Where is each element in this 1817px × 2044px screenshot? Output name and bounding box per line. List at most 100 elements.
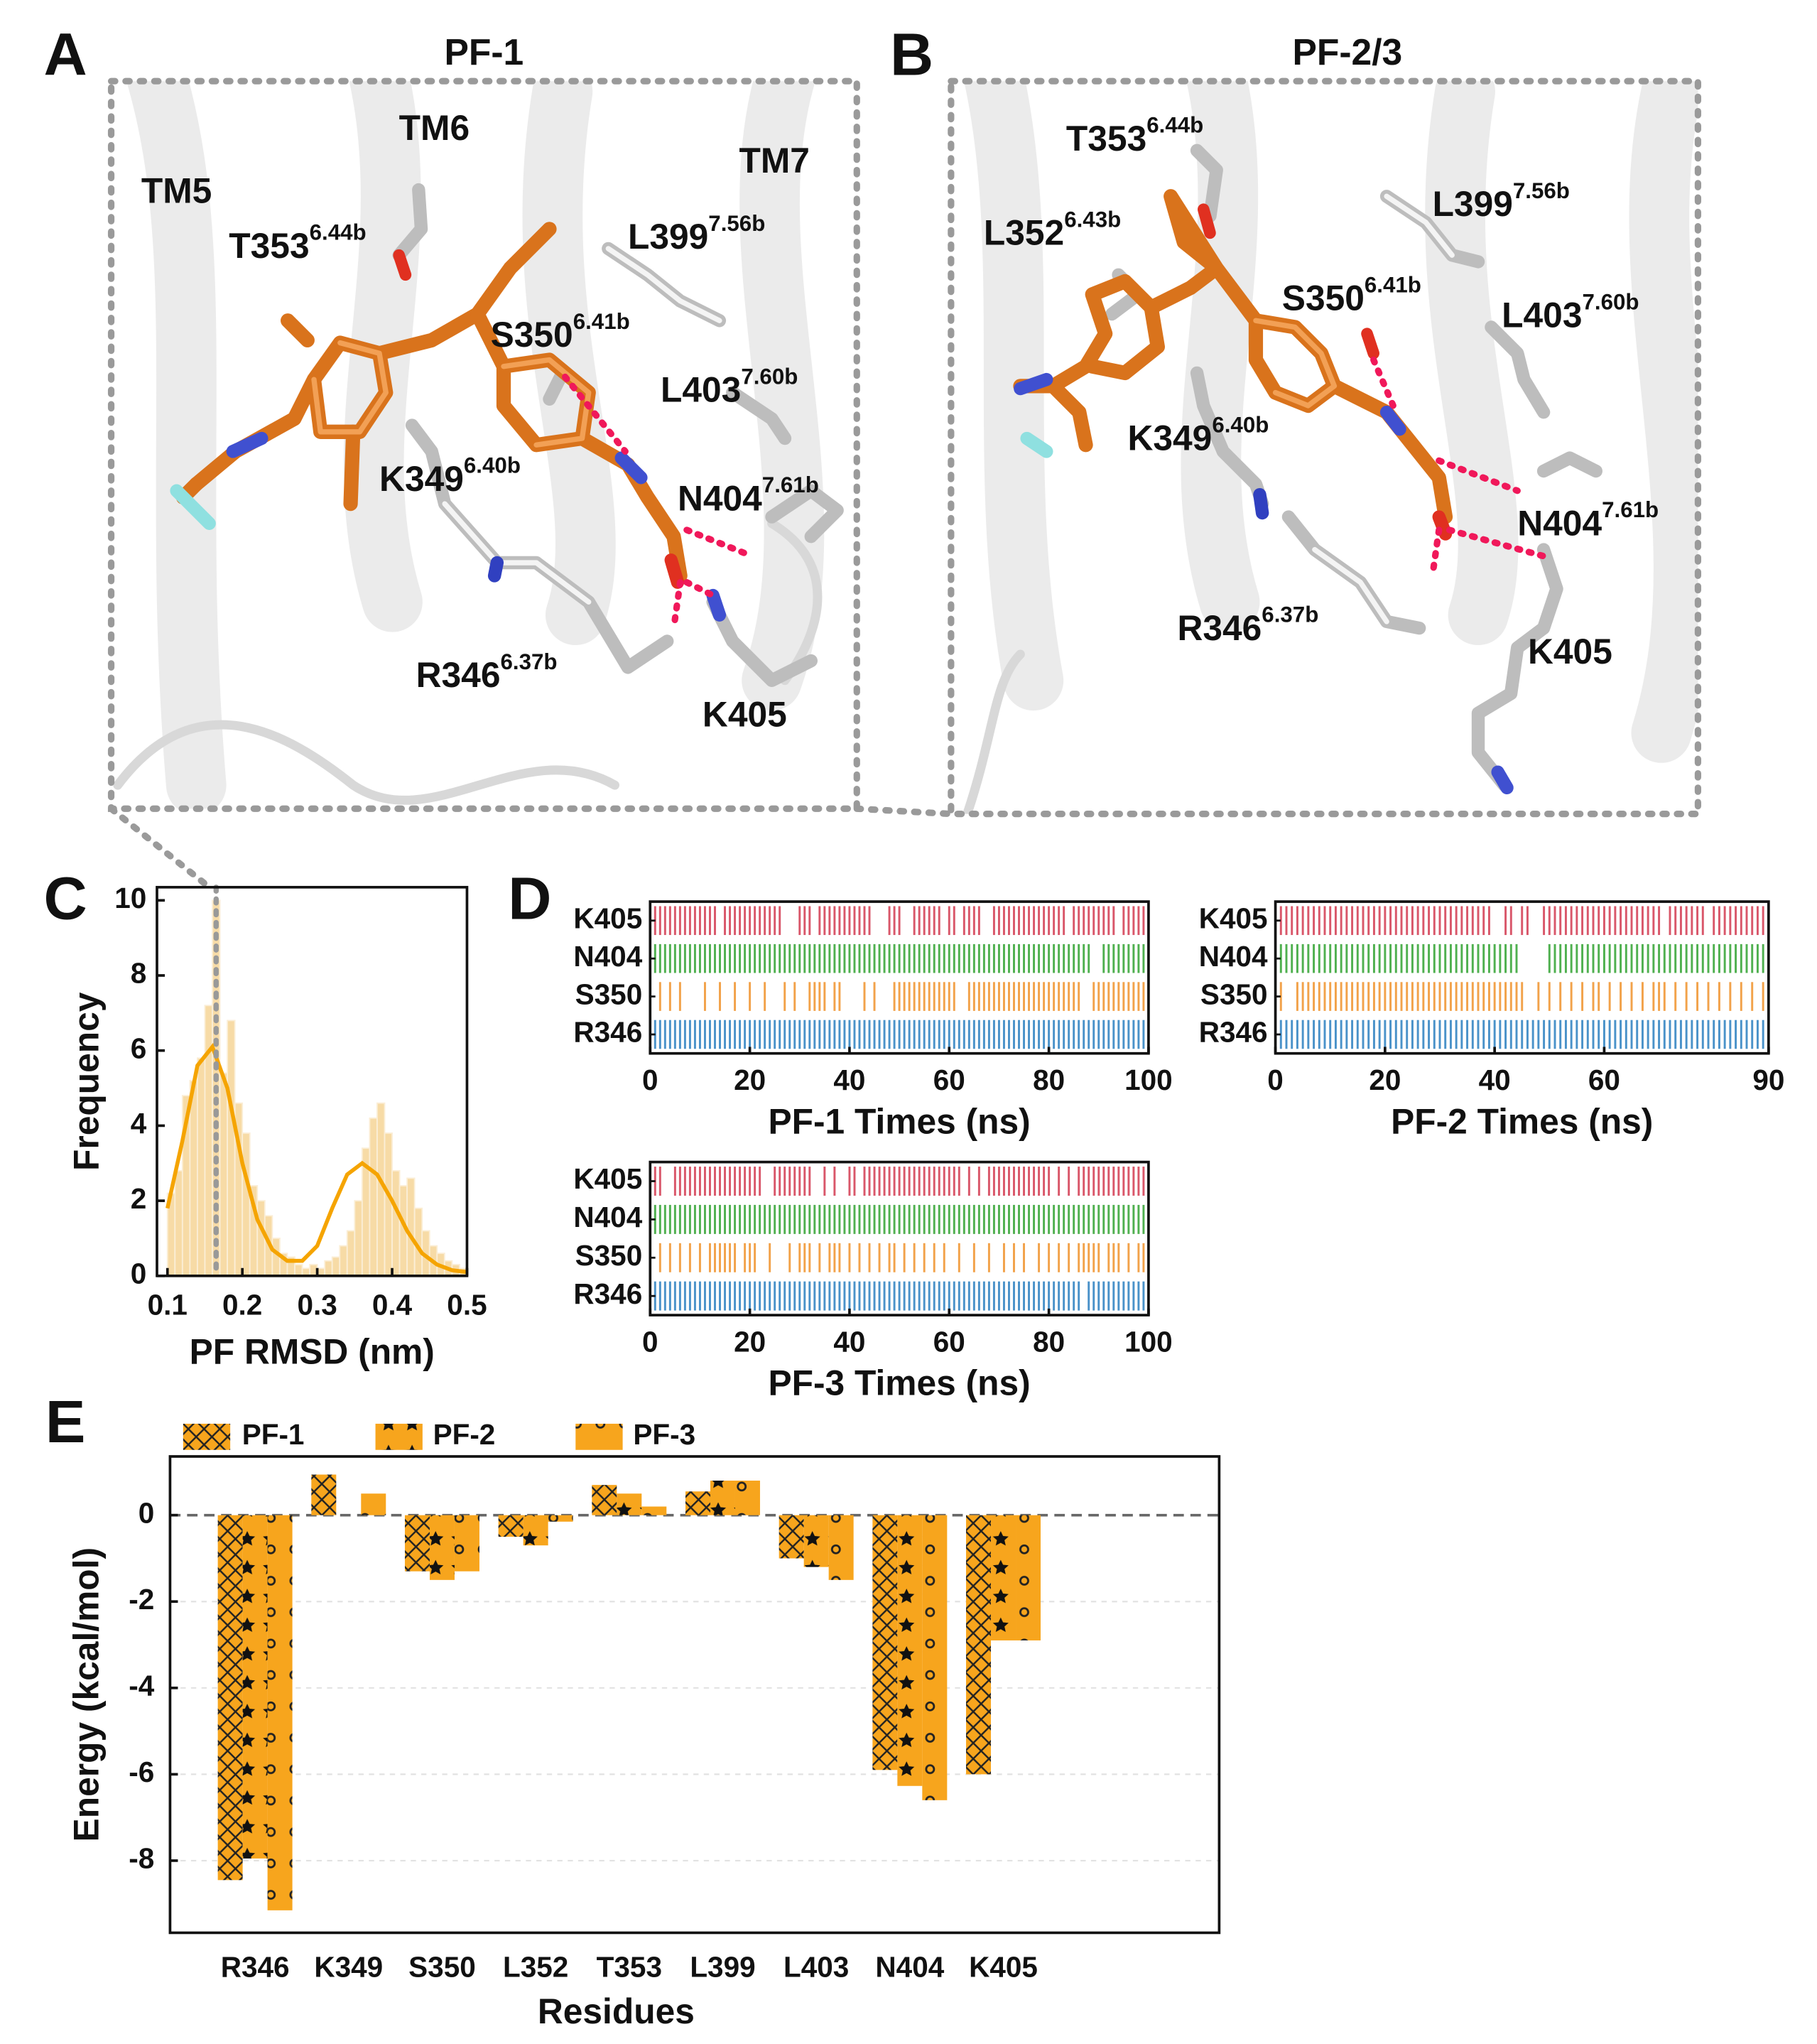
- y-tick-label: -2: [129, 1583, 154, 1616]
- residue-label: L4037.60b: [1502, 290, 1639, 335]
- bar: [685, 1491, 710, 1515]
- legend-swatch: [575, 1423, 623, 1450]
- x-tick-label: 80: [1033, 1064, 1065, 1096]
- residue-label: T3536.44b: [1066, 113, 1203, 158]
- x-tick-label: 20: [1369, 1064, 1401, 1096]
- bar: [523, 1515, 548, 1546]
- plot-frame: [156, 885, 469, 1277]
- residue-name: TM7: [739, 141, 810, 180]
- structure-b: [963, 81, 1698, 814]
- x-tick-label: 0: [642, 1325, 658, 1358]
- plot-frame: [649, 1160, 1150, 1316]
- x-tick-label: 100: [1124, 1064, 1173, 1096]
- kde-line: [166, 1042, 467, 1275]
- residue-name: R346: [416, 655, 501, 695]
- plot-frame: [168, 1455, 1221, 1935]
- residue-name: L399: [1433, 184, 1513, 224]
- residue-superscript: 7.56b: [1513, 178, 1570, 203]
- bar: [617, 1493, 642, 1515]
- residue-name: TM5: [141, 171, 212, 211]
- row-label: S350: [1200, 978, 1268, 1010]
- row-label: K405: [573, 1162, 642, 1195]
- residue-label: L4037.60b: [661, 364, 798, 410]
- y-tick-label: -6: [129, 1756, 154, 1788]
- histogram-bar: [331, 1256, 341, 1277]
- y-tick-label: -8: [129, 1842, 154, 1875]
- bar: [592, 1485, 617, 1515]
- x-axis-title: PF-1 Times (ns): [768, 1101, 1030, 1141]
- bar: [242, 1515, 268, 1859]
- structure-a: [113, 81, 844, 809]
- histogram-bar: [189, 1080, 198, 1277]
- zoom-box: [107, 77, 860, 812]
- panel-letter: C: [43, 864, 87, 931]
- panel-letter: B: [890, 20, 933, 87]
- legend-swatch: [375, 1423, 423, 1450]
- residue-name: T353: [229, 226, 309, 266]
- bar: [404, 1515, 430, 1572]
- residue-label: R3466.37b: [416, 649, 558, 695]
- histogram-bar: [271, 1238, 281, 1277]
- row-label: R346: [573, 1277, 642, 1310]
- residue-label: S3506.41b: [1282, 273, 1421, 318]
- x-tick-label: R346: [221, 1951, 290, 1984]
- x-tick-label: 100: [1124, 1325, 1173, 1358]
- histogram-bar: [339, 1245, 348, 1277]
- y-tick-label: 8: [131, 957, 147, 990]
- histogram-bar: [391, 1169, 401, 1277]
- x-axis-title: PF-2 Times (ns): [1391, 1101, 1653, 1141]
- residue-name: L403: [661, 370, 741, 410]
- x-tick-label: K349: [314, 1951, 383, 1984]
- x-tick-label: 40: [833, 1064, 865, 1096]
- bar: [803, 1515, 829, 1567]
- row-label: R346: [1199, 1016, 1268, 1049]
- legend-label: PF-1: [242, 1418, 305, 1451]
- bar: [429, 1515, 455, 1580]
- x-tick-label: 20: [734, 1325, 766, 1358]
- bar: [267, 1515, 293, 1910]
- bar: [710, 1481, 735, 1515]
- residue-label: R3466.37b: [1177, 602, 1318, 648]
- residue-superscript: 7.61b: [1602, 497, 1659, 522]
- bar: [966, 1515, 992, 1775]
- residue-label: TM6: [399, 108, 470, 148]
- row-label: N404: [1199, 940, 1268, 973]
- residue-label: N4047.61b: [1517, 497, 1659, 543]
- x-tick-label: L399: [690, 1951, 755, 1984]
- residue-superscript: 6.40b: [464, 453, 521, 478]
- x-tick-label: 0: [1267, 1064, 1284, 1096]
- x-tick-label: 0: [642, 1064, 658, 1096]
- zoom-box: [948, 77, 1702, 818]
- bar: [498, 1515, 524, 1537]
- panel-letter: E: [45, 1388, 86, 1455]
- y-tick-label: 0: [139, 1496, 155, 1529]
- x-tick-label: 0.2: [222, 1289, 262, 1321]
- legend-label: PF-3: [633, 1418, 695, 1451]
- residue-superscript: 6.43b: [1064, 207, 1121, 232]
- residue-name: K405: [703, 694, 787, 734]
- bar: [897, 1515, 923, 1786]
- residue-name: TM6: [399, 108, 470, 148]
- histogram-bar: [406, 1177, 416, 1277]
- histogram-bar: [197, 1057, 206, 1277]
- x-tick-label: 20: [734, 1064, 766, 1096]
- bar: [991, 1515, 1016, 1640]
- x-tick-label: 40: [1479, 1064, 1511, 1096]
- residue-name: L399: [628, 217, 708, 256]
- panel-letter: A: [43, 20, 87, 87]
- x-axis-title: PF RMSD (nm): [190, 1331, 435, 1371]
- residue-label: L3997.56b: [628, 211, 765, 256]
- residue-name: K349: [1127, 418, 1212, 458]
- plot-frame: [1274, 900, 1770, 1055]
- panel-title: PF-2/3: [1293, 31, 1403, 72]
- bar: [872, 1515, 898, 1770]
- y-axis-title: Frequency: [66, 992, 106, 1171]
- residue-superscript: 7.61b: [762, 472, 819, 497]
- residue-label: K405: [1528, 632, 1612, 671]
- x-axis-title: PF-3 Times (ns): [768, 1363, 1030, 1403]
- histogram-bar: [324, 1260, 333, 1277]
- row-label: S350: [575, 1239, 643, 1272]
- residue-name: S350: [1282, 279, 1365, 318]
- row-label: R346: [573, 1016, 642, 1049]
